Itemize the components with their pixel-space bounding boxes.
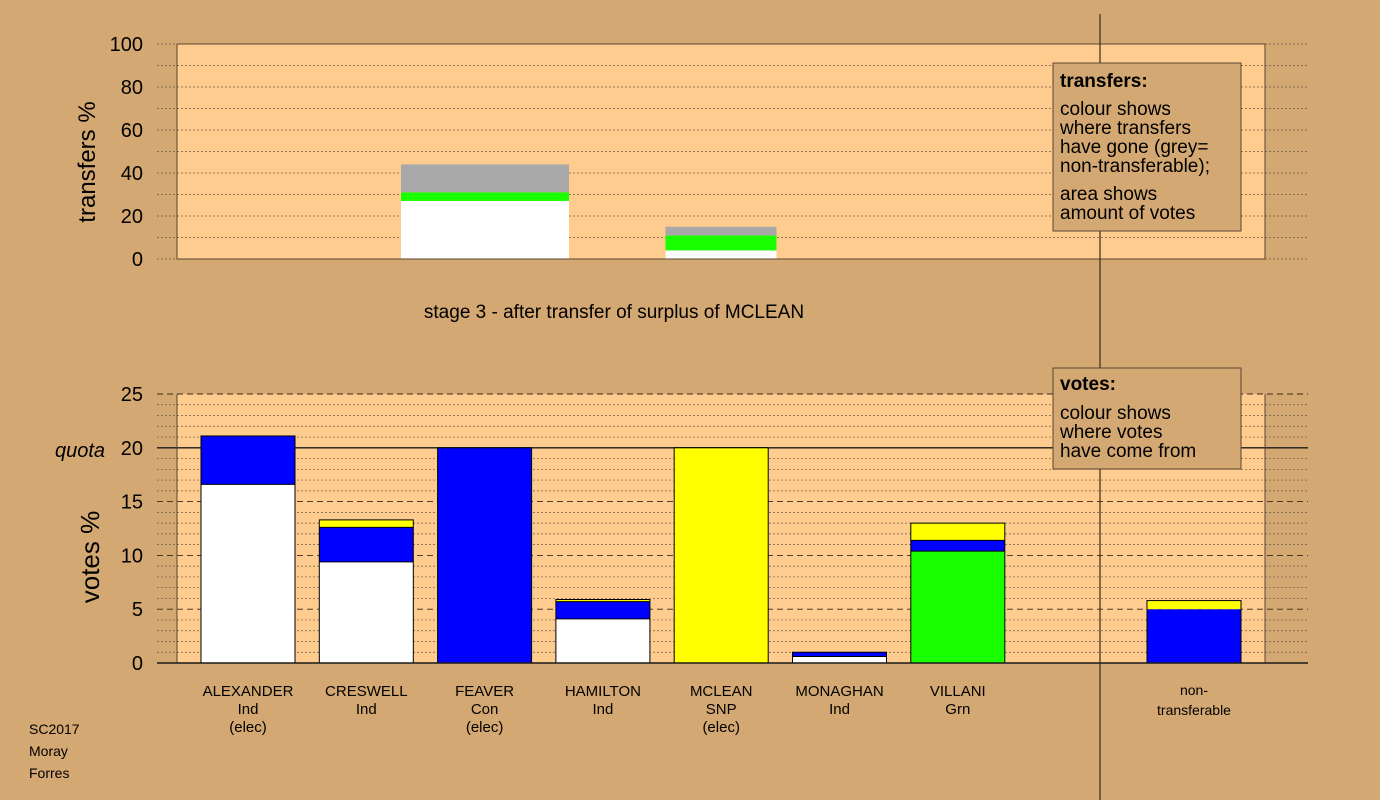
candidate-label: Ind	[238, 701, 259, 718]
candidate-label: ALEXANDER	[203, 683, 294, 700]
transfer-bar-segment	[665, 250, 777, 259]
candidate-label: (elec)	[229, 719, 267, 736]
y-tick-label: 5	[132, 599, 143, 621]
nontransferable-bar-segment	[1147, 609, 1241, 663]
legend-line: have come from	[1060, 441, 1196, 462]
vote-bar-segment	[201, 484, 295, 663]
candidate-label: (elec)	[702, 719, 740, 736]
vote-bar-segment	[319, 561, 414, 663]
legend-box	[1052, 62, 1242, 232]
y-tick-label: 25	[121, 384, 143, 406]
stage-caption: stage 3 - after transfer of surplus of M…	[424, 302, 804, 323]
vote-bar-segment	[555, 599, 650, 602]
legend-title: votes:	[1060, 374, 1116, 395]
y-tick-label: 60	[121, 120, 143, 142]
vote-bar-segment	[910, 551, 1005, 663]
vote-bar-segment	[319, 519, 414, 528]
vote-bar-segment	[674, 447, 769, 663]
candidate-label: Ind	[829, 701, 850, 718]
footer-council: Moray	[29, 743, 68, 759]
legend-line: amount of votes	[1060, 203, 1195, 224]
transfer-bar-segment	[401, 192, 569, 201]
candidate-label: FEAVER	[455, 683, 514, 700]
vote-bar-segment	[792, 656, 887, 663]
transfer-bar-segment	[401, 164, 569, 193]
y-tick-label: 20	[121, 438, 143, 460]
vote-bar-segment	[792, 652, 887, 657]
candidate-label: Grn	[945, 701, 970, 718]
vote-bar-segment	[555, 618, 650, 663]
legend-line: where transfers	[1059, 118, 1191, 139]
vote-bar-segment	[201, 435, 295, 485]
vote-bar-segment	[319, 527, 414, 562]
legend-box	[1052, 367, 1242, 470]
legend-title: transfers:	[1060, 71, 1148, 92]
candidate-label: Ind	[356, 701, 377, 718]
legend-line: have gone (grey=	[1060, 137, 1208, 158]
y-axis-label: transfers %	[74, 101, 101, 222]
candidate-label: MCLEAN	[690, 683, 753, 700]
quota-label: quota	[55, 440, 105, 462]
legend-line: where votes	[1059, 422, 1162, 443]
candidate-label: MONAGHAN	[795, 683, 883, 700]
nontransferable-label: transferable	[1157, 702, 1231, 718]
y-tick-label: 80	[121, 77, 143, 99]
candidate-label: VILLANI	[930, 683, 986, 700]
legend-line: area shows	[1060, 184, 1157, 205]
candidate-label: CRESWELL	[325, 683, 408, 700]
vote-bar-segment	[555, 601, 650, 619]
footer-info: SC2017 Moray Forres	[29, 718, 80, 784]
candidate-label: (elec)	[466, 719, 504, 736]
candidate-label: SNP	[706, 701, 737, 718]
nontransferable-bar-segment	[1147, 600, 1241, 610]
footer-ward: Forres	[29, 765, 70, 781]
legend-line: colour shows	[1060, 99, 1171, 120]
vote-bar-segment	[437, 447, 532, 663]
candidate-label: Ind	[592, 701, 613, 718]
candidate-label: HAMILTON	[565, 683, 641, 700]
y-tick-label: 40	[121, 163, 143, 185]
y-tick-label: 10	[121, 545, 143, 567]
plot-frame	[176, 43, 1266, 260]
y-axis-label: votes %	[75, 511, 105, 604]
vote-bar-segment	[910, 540, 1005, 552]
candidate-label: Con	[471, 701, 499, 718]
legend-line: non-transferable);	[1060, 156, 1210, 177]
y-tick-label: 100	[110, 34, 143, 56]
transfer-bar-segment	[665, 235, 777, 251]
legend-line: colour shows	[1060, 403, 1171, 424]
transfer-bar-segment	[665, 226, 777, 236]
vote-bar-segment	[910, 523, 1005, 541]
y-tick-label: 15	[121, 492, 143, 514]
footer-election: SC2017	[29, 721, 80, 737]
y-tick-label: 0	[132, 653, 143, 675]
y-tick-label: 0	[132, 249, 143, 271]
transfer-bar-segment	[401, 200, 569, 259]
nontransferable-label: non-	[1180, 682, 1208, 698]
y-tick-label: 20	[121, 206, 143, 228]
